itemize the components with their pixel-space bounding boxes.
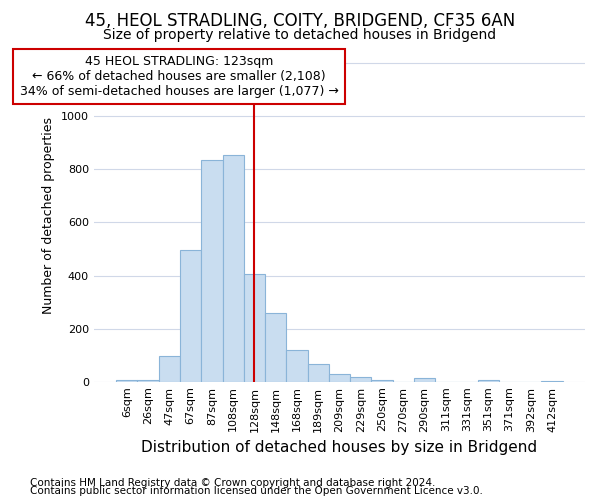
Bar — [350, 377, 371, 382]
Bar — [244, 274, 265, 382]
Text: Contains public sector information licensed under the Open Government Licence v3: Contains public sector information licen… — [30, 486, 483, 496]
Y-axis label: Number of detached properties: Number of detached properties — [43, 118, 55, 314]
Bar — [329, 374, 350, 382]
Text: 45 HEOL STRADLING: 123sqm
← 66% of detached houses are smaller (2,108)
34% of se: 45 HEOL STRADLING: 123sqm ← 66% of detac… — [20, 55, 338, 98]
Bar — [159, 356, 180, 382]
Text: Contains HM Land Registry data © Crown copyright and database right 2024.: Contains HM Land Registry data © Crown c… — [30, 478, 436, 488]
Bar — [223, 155, 244, 382]
Text: Size of property relative to detached houses in Bridgend: Size of property relative to detached ho… — [103, 28, 497, 42]
Text: 45, HEOL STRADLING, COITY, BRIDGEND, CF35 6AN: 45, HEOL STRADLING, COITY, BRIDGEND, CF3… — [85, 12, 515, 30]
Bar — [478, 380, 499, 382]
Bar — [414, 378, 435, 382]
Bar — [308, 364, 329, 382]
Bar — [286, 350, 308, 382]
Bar — [541, 381, 563, 382]
Bar — [265, 314, 286, 382]
Bar — [180, 250, 201, 382]
Bar — [371, 380, 392, 382]
X-axis label: Distribution of detached houses by size in Bridgend: Distribution of detached houses by size … — [142, 440, 538, 455]
Bar — [201, 160, 223, 382]
Bar — [116, 380, 137, 382]
Bar — [137, 380, 159, 382]
